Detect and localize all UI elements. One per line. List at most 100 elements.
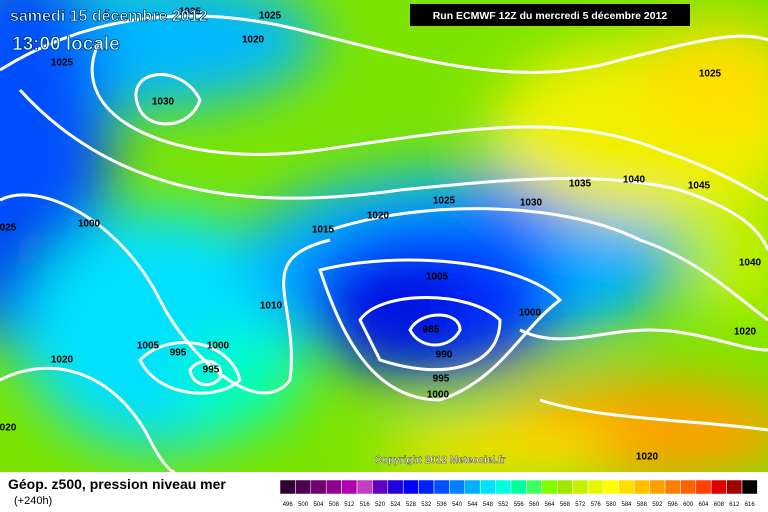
legend-label: 544 (467, 502, 478, 508)
isobar-label: 1040 (623, 175, 646, 186)
isobar-label: 1000 (519, 308, 542, 319)
isobar-label: 1025 (179, 7, 202, 18)
legend-label: 548 (483, 502, 494, 508)
legend-label: 600 (683, 502, 694, 508)
date-label: samedi 15 décembre 2012 (10, 8, 208, 25)
time-label: 13:00 locale (12, 34, 120, 55)
legend-swatch (295, 479, 312, 495)
copyright: Copyright 2012 Meteociel.fr (375, 455, 506, 466)
legend-swatch (433, 479, 450, 495)
legend-label: 516 (360, 502, 371, 508)
isobar-label: 985 (423, 325, 440, 336)
legend-label: 560 (529, 502, 540, 508)
isobar-label: 1000 (207, 341, 230, 352)
legend-swatch (680, 479, 697, 495)
isobar-label: 1000 (427, 390, 450, 401)
legend-swatch (387, 479, 404, 495)
run-label: Run ECMWF 12Z du mercredi 5 décembre 201… (433, 10, 668, 22)
legend-swatch (618, 479, 635, 495)
legend-label: 592 (652, 502, 663, 508)
legend-swatch (356, 479, 373, 495)
isobar-label: 1025 (699, 69, 722, 80)
run-box (410, 4, 690, 26)
legend-label: 556 (514, 502, 525, 508)
legend-swatch (695, 479, 712, 495)
legend-swatch (510, 479, 527, 495)
isobar-label: 1015 (312, 225, 335, 236)
legend-label: 528 (406, 502, 417, 508)
legend-label: 520 (375, 502, 386, 508)
legend-swatch (449, 479, 466, 495)
legend-swatch (341, 479, 358, 495)
isobar-label: 1030 (520, 198, 543, 209)
legend-label: 568 (560, 502, 571, 508)
isobar-label: 1030 (152, 97, 175, 108)
legend-swatch (649, 479, 666, 495)
isobars (0, 14, 768, 472)
legend-swatch (741, 479, 758, 495)
legend-label: 536 (437, 502, 448, 508)
legend-label: 572 (575, 502, 586, 508)
isobar-label: 995 (170, 348, 187, 359)
isobar-label: 995 (433, 374, 450, 385)
legend-swatch (556, 479, 573, 495)
isobar-label: 1035 (569, 179, 592, 190)
legend-label: 500 (298, 502, 309, 508)
legend-label: 584 (621, 502, 632, 508)
legend-swatch (726, 479, 743, 495)
isobar-label: 1005 (426, 272, 449, 283)
legend-swatch (495, 479, 512, 495)
legend-label: 552 (498, 502, 509, 508)
isobar-label: 1025 (433, 196, 456, 207)
color-legend: 496 500 504 508 512 516 520 524 528 532 536 540 544 5… (279, 479, 758, 508)
legend-label: 588 (637, 502, 648, 508)
lead-time: (+240h) (14, 495, 52, 507)
isobar-label: 1020 (367, 211, 390, 222)
legend-label: 540 (452, 502, 463, 508)
legend-swatch (418, 479, 435, 495)
legend-swatch (526, 479, 543, 495)
isobar-label: 1005 (137, 341, 160, 352)
legend-label: 580 (606, 502, 617, 508)
isobar-label: 1025 (51, 58, 74, 69)
isobar-label: 1025 (259, 11, 282, 22)
isobar-label: 025 (0, 223, 17, 234)
legend-label: 576 (591, 502, 602, 508)
isobar-label: 020 (0, 423, 17, 434)
legend-swatch (464, 479, 481, 495)
isobar-label: 1020 (242, 35, 265, 46)
legend-swatch (279, 479, 296, 495)
isobar-label: 1045 (688, 181, 711, 192)
legend-label: 532 (421, 502, 432, 508)
map-field: 1025 1025 1020 1025 1030 1025 1035 1040 1045 1020… (0, 0, 768, 472)
isobar-label: 1010 (260, 301, 283, 312)
legend-label: 524 (390, 502, 401, 508)
product-title: Géop. z500, pression niveau mer (8, 476, 226, 492)
legend-label: 612 (729, 502, 740, 508)
legend-swatch (633, 479, 650, 495)
legend-swatch (310, 479, 327, 495)
legend-swatch (372, 479, 389, 495)
legend-swatch (325, 479, 342, 495)
legend-swatch (541, 479, 558, 495)
isobar-label: 990 (436, 350, 453, 361)
legend-label: 508 (329, 502, 340, 508)
isobar-label: 1020 (51, 355, 74, 366)
legend-swatch (479, 479, 496, 495)
isobar-label: 1020 (734, 327, 757, 338)
legend-label: 504 (313, 502, 324, 508)
legend-swatch (587, 479, 604, 495)
isobar-label: 995 (203, 365, 220, 376)
legend-label: 616 (745, 502, 756, 508)
isobar-label: 1040 (739, 258, 762, 269)
legend-label: 564 (544, 502, 555, 508)
legend-swatch (710, 479, 727, 495)
isobar-label: 1000 (78, 219, 101, 230)
legend-swatch (572, 479, 589, 495)
isobar-label: 1020 (636, 452, 659, 463)
legend-label: 512 (344, 502, 355, 508)
legend-swatch (402, 479, 419, 495)
legend-swatch (603, 479, 620, 495)
legend-label: 608 (714, 502, 725, 508)
